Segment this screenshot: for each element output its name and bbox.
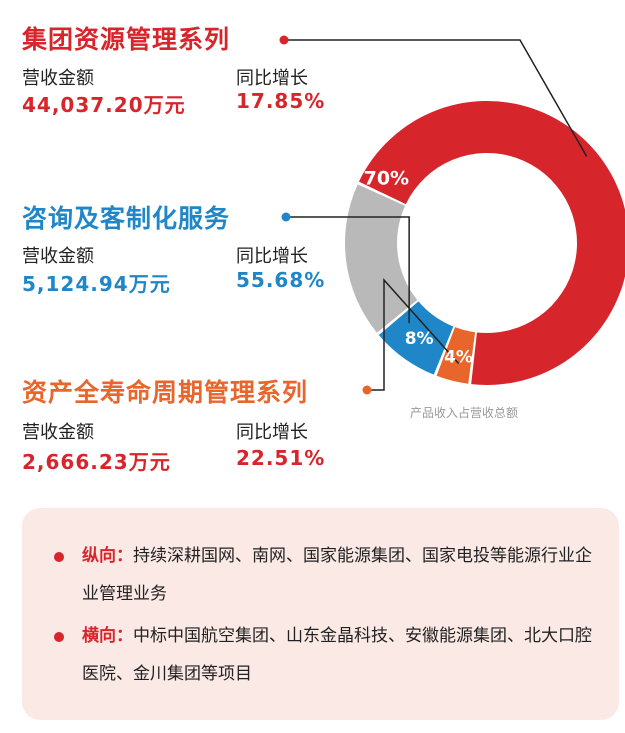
pie-slice-1: [436, 327, 476, 384]
note-vertical: 纵向：持续深耕国网、南网、国家能源集团、国家电投等能源行业企业管理业务: [82, 537, 602, 613]
segment-title-consulting: 咨询及客制化服务: [22, 204, 231, 233]
revenue-label-resource-mgmt: 营收金额: [22, 68, 94, 89]
note-horizontal: 横向：中标中国航空集团、山东金晶科技、安徽能源集团、北大口腔医院、金川集团等项目: [82, 617, 602, 693]
revenue-value-asset-lifecycle: 2,666.23万元: [22, 450, 171, 474]
pie-slice-2: [378, 301, 454, 375]
revenue-value-consulting: 5,124.94万元: [22, 272, 171, 296]
segment-title-asset-lifecycle: 资产全寿命周期管理系列: [22, 378, 309, 407]
growth-label-consulting: 同比增长: [236, 246, 308, 267]
note-head: 横向：: [82, 626, 133, 646]
note-text: 持续深耕国网、南网、国家能源集团、国家电投等能源行业企业管理业务: [82, 546, 592, 604]
revenue-label-consulting: 营收金额: [22, 246, 94, 267]
donut-chart: 70% 4% 8%: [279, 35, 625, 395]
leader-line-0-dot-icon: [279, 35, 289, 45]
revenue-label-asset-lifecycle: 营收金额: [22, 422, 94, 443]
growth-value-consulting: 55.68%: [236, 268, 326, 292]
pie-slice-0: [358, 101, 625, 385]
leader-line-2: [286, 216, 410, 324]
growth-value-resource-mgmt: 17.85%: [236, 89, 326, 113]
chart-caption: 产品收入占营收总额: [410, 406, 519, 420]
slice-label-0: 70%: [364, 168, 409, 190]
growth-label-asset-lifecycle: 同比增长: [236, 422, 308, 443]
slice-label-1: 4%: [444, 347, 473, 367]
revenue-value-resource-mgmt: 44,037.20万元: [22, 93, 186, 117]
leader-line-1: [367, 278, 460, 391]
segment-title-resource-mgmt: 集团资源管理系列: [22, 25, 231, 54]
leader-line-1-dot-icon: [362, 385, 372, 395]
leader-line-2-dot-icon: [281, 212, 291, 222]
leader-line-0: [284, 39, 588, 157]
growth-value-asset-lifecycle: 22.51%: [236, 446, 326, 470]
bullet-dot-icon: [54, 632, 64, 642]
notes-panel: 纵向：持续深耕国网、南网、国家能源集团、国家电投等能源行业企业管理业务 横向：中…: [22, 508, 619, 720]
note-head: 纵向：: [82, 546, 133, 566]
bullet-dot-icon: [54, 552, 64, 562]
pie-slice-3: [345, 184, 418, 333]
slice-label-2: 8%: [405, 329, 434, 349]
note-text: 中标中国航空集团、山东金晶科技、安徽能源集团、北大口腔医院、金川集团等项目: [82, 626, 592, 684]
growth-label-resource-mgmt: 同比增长: [236, 68, 308, 89]
